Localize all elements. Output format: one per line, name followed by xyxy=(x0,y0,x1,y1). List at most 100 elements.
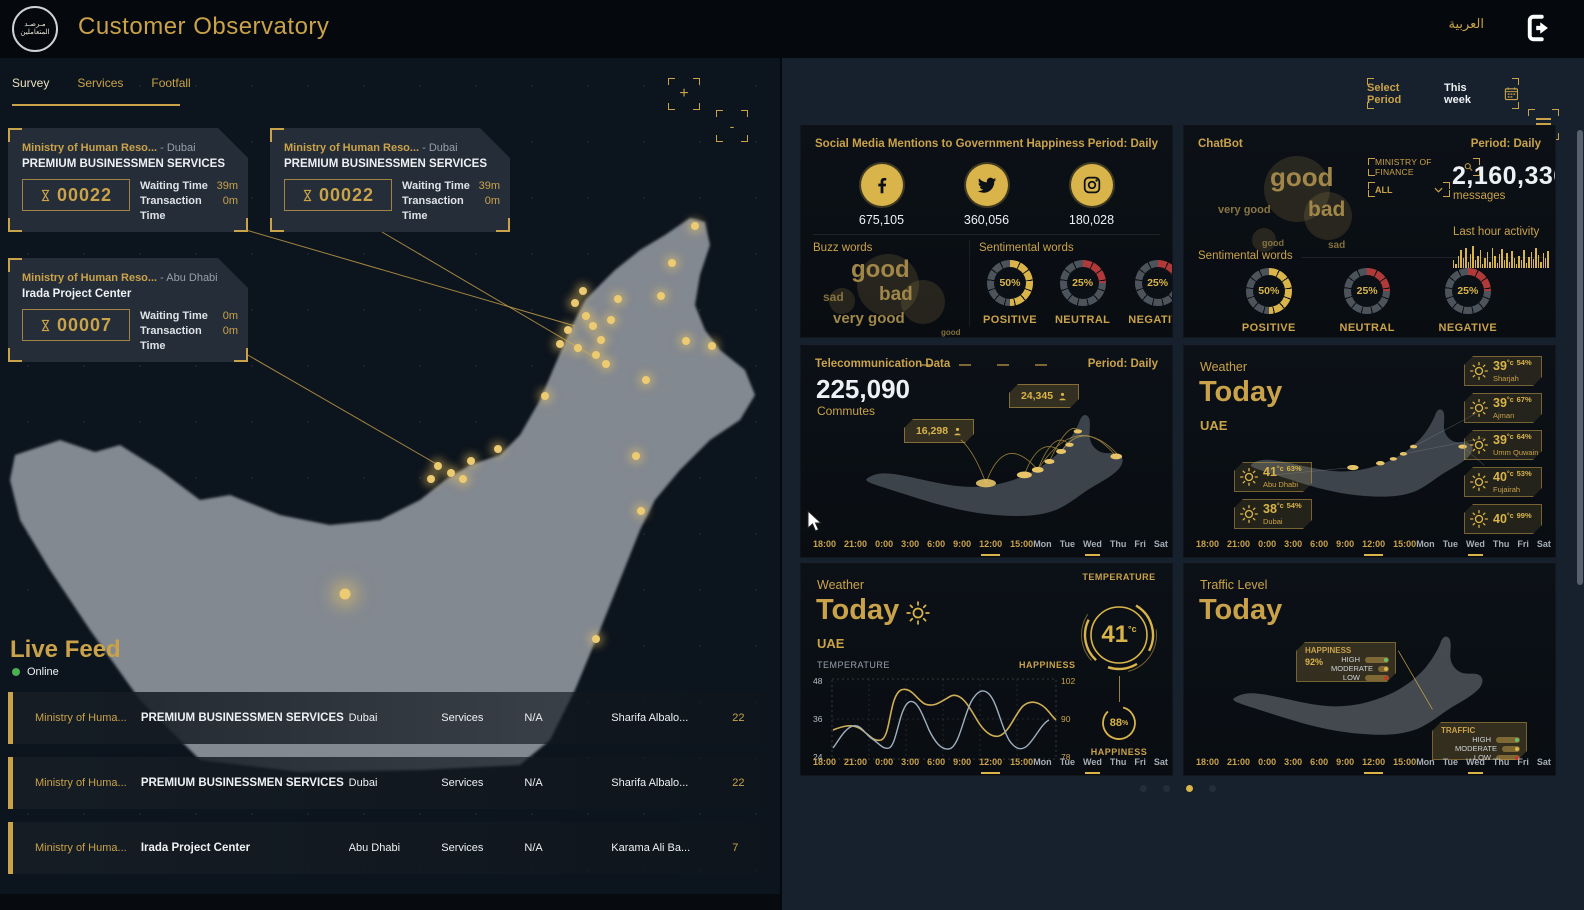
map-callout: Ministry of Human Reso... - Dubai PREMIU… xyxy=(270,128,510,232)
zoom-in-label: + xyxy=(679,85,689,102)
filter-select[interactable]: ALL xyxy=(1368,182,1450,197)
hourglass-icon xyxy=(302,189,313,202)
commute-badge-top: 24,345 xyxy=(1009,384,1079,408)
divider xyxy=(1302,257,1543,258)
instagram-mentions: 180,028 xyxy=(1069,164,1114,227)
messages-count: 2,160,336 xyxy=(1452,162,1555,190)
live-feed-row[interactable]: Ministry of Huma... Irada Project Center… xyxy=(8,822,770,874)
divider xyxy=(969,240,970,327)
twitter-count: 360,056 xyxy=(963,213,1010,227)
weather-city-badge: 39°c 67% Ajman xyxy=(1464,393,1542,423)
commutes-label: Commutes xyxy=(817,404,876,418)
logo-text-1: مـرصـد xyxy=(24,21,46,28)
chatbot-word-cloud: good very good bad good sad xyxy=(1212,154,1372,252)
happiness-level-badge: HAPPINESS 92% HIGH MODERATE LOW xyxy=(1296,642,1396,682)
filter-value: ALL xyxy=(1375,184,1393,195)
map-zoom-out-button[interactable]: - xyxy=(716,110,748,142)
counter-number: 00022 xyxy=(22,179,130,211)
time-axis[interactable]: 18:00 21:00 0:00 3:00 6:00 9:00 12:00 15:00 Mon T… xyxy=(813,757,1168,774)
language-switch-link[interactable]: العربية xyxy=(1448,16,1484,31)
period-selector[interactable]: Select Period This week xyxy=(1367,78,1519,109)
page-dot[interactable] xyxy=(1209,785,1216,792)
gauge-happiness-label: HAPPINESS xyxy=(1090,747,1148,757)
callout-metrics: Waiting Time 0m Transaction Time 0m xyxy=(140,310,238,352)
activity-sparkline xyxy=(1453,242,1549,268)
traffic-title: Today xyxy=(1199,594,1283,626)
card-title: ChatBot xyxy=(1198,138,1243,150)
ministry-search-input[interactable]: MINISTRY OF FINANCE xyxy=(1368,157,1480,177)
row-city: Dubai xyxy=(348,777,378,789)
time-axis[interactable]: 18:00 21:00 0:00 3:00 6:00 9:00 12:00 15:00 Mon T… xyxy=(1196,539,1551,556)
callout-service: PREMIUM BUSINESSMEN SERVICES xyxy=(22,158,225,170)
page-dot[interactable] xyxy=(1140,785,1147,792)
scrollbar-thumb[interactable] xyxy=(1577,130,1583,585)
sun-cloud-icon xyxy=(1469,472,1489,492)
telecom-minimap xyxy=(866,415,1123,517)
sun-icon xyxy=(1239,504,1259,524)
person-icon xyxy=(953,427,962,436)
happiness-value: 92% xyxy=(1305,657,1324,667)
card-social-media: Social Media Mentions to Government Happ… xyxy=(800,125,1173,338)
live-feed-row[interactable]: Ministry of Huma... PREMIUM BUSINESSMEN … xyxy=(8,757,770,809)
row-service: PREMIUM BUSINESSMEN SERVICES xyxy=(140,777,344,789)
negative-gauge: 25% xyxy=(1134,260,1172,306)
tab-survey[interactable]: Survey xyxy=(12,76,50,90)
live-feed-status: Online xyxy=(12,666,59,678)
logout-icon[interactable] xyxy=(1520,10,1556,46)
dashboard-panel: Select Period This week Social Media Men… xyxy=(782,58,1584,910)
buzz-word-cloud: good sad bad very good good xyxy=(823,254,961,337)
traffic-label: Traffic Level xyxy=(1200,578,1268,592)
weather-label: Weather xyxy=(817,578,865,592)
sentiment-words-label: Sentimental words xyxy=(1198,250,1293,262)
sentiment-positive: 50% POSITIVE xyxy=(983,260,1037,326)
time-axis[interactable]: 18:00 21:00 0:00 3:00 6:00 9:00 12:00 15:00 Mon T… xyxy=(1196,757,1551,774)
callout-service: Irada Project Center xyxy=(22,288,132,300)
page-title: Customer Observatory xyxy=(78,13,330,40)
weather-title: Today xyxy=(1199,376,1283,408)
time-axis[interactable]: 18:00 21:00 0:00 3:00 6:00 9:00 12:00 15:00 Mon T… xyxy=(813,539,1168,556)
weather-subtitle: UAE xyxy=(817,636,845,651)
hourglass-icon xyxy=(40,189,51,202)
period-label: Select Period xyxy=(1367,81,1402,106)
card-weather-chart: Weather Today UAE TEMPERATURE HAPPINESS … xyxy=(800,563,1173,776)
facebook-count: 675,105 xyxy=(858,213,905,227)
weather-city-badge: 39°c 54% Sharjah xyxy=(1464,356,1542,386)
row-service: PREMIUM BUSINESSMEN SERVICES xyxy=(140,712,344,724)
sun-icon xyxy=(1469,509,1489,529)
card-title: Telecommunication Data xyxy=(815,358,951,370)
positive-gauge: 50% xyxy=(986,260,1033,306)
page-dot-active[interactable] xyxy=(1186,785,1193,792)
online-dot xyxy=(12,668,20,676)
card-traffic: Traffic Level Today HAPPINESS 92% HIGH M… xyxy=(1183,563,1556,776)
row-channel: Services xyxy=(441,842,484,854)
map-zoom-in-button[interactable]: + xyxy=(668,78,700,110)
weather-city-badge: 39°c 64% Umm Quwain xyxy=(1464,430,1542,460)
tab-services[interactable]: Services xyxy=(77,76,124,90)
commutes-count: 225,090 xyxy=(816,374,910,404)
y-tick: 48 xyxy=(813,676,823,686)
row-city: Abu Dhabi xyxy=(348,842,401,854)
callout-title: Ministry of Human Reso... - Abu Dhabi xyxy=(22,272,218,284)
commute-badge-bottom: 16,298 xyxy=(904,419,974,443)
sentiment-neutral: 25% NEUTRAL xyxy=(1339,268,1394,334)
row-na: N/A xyxy=(524,712,543,724)
search-icon xyxy=(1464,163,1473,171)
weather-label: Weather xyxy=(1200,360,1248,374)
sentiment-positive: 50% POSITIVE xyxy=(1242,268,1296,334)
tab-footfall[interactable]: Footfall xyxy=(151,76,191,90)
live-feed-row[interactable]: Ministry of Huma... PREMIUM BUSINESSMEN … xyxy=(8,692,770,744)
row-na: N/A xyxy=(524,842,543,854)
page-dot[interactable] xyxy=(1163,785,1170,792)
gauge-temp-label: TEMPERATURE xyxy=(1082,572,1156,582)
counter-number: 00022 xyxy=(284,179,392,211)
row-service: Irada Project Center xyxy=(140,842,251,854)
y-tick: 78 xyxy=(1061,752,1071,762)
positive-gauge: 50% xyxy=(1245,268,1292,314)
facebook-mentions: 675,105 xyxy=(859,164,904,227)
sentiment-negative: 25% NEGATIVE xyxy=(1439,268,1498,334)
map-callout: Ministry of Human Reso... - Dubai PREMIU… xyxy=(8,128,248,232)
card-period: Period: Daily xyxy=(1470,138,1541,150)
instagram-count: 180,028 xyxy=(1068,213,1115,227)
panel-footer-strip xyxy=(0,894,780,910)
traffic-level-badge: TRAFFIC HIGH MODERATE LOW xyxy=(1432,722,1527,760)
